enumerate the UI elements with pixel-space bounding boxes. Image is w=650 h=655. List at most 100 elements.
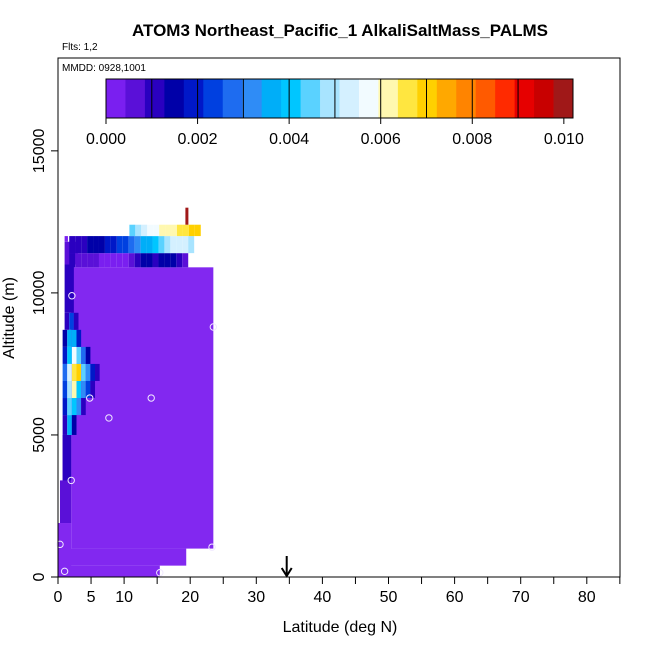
- x-tick-label: 0: [54, 589, 63, 606]
- colorbar-swatch: [495, 79, 516, 118]
- colorbar: 0.000 0.002 0.004 0.006 0.008 0.010: [86, 78, 584, 148]
- heatmap-band-cell-top: [153, 224, 160, 237]
- heatmap-cell: [81, 363, 86, 381]
- sample-point: [68, 292, 76, 300]
- heatmap-cell: [64, 236, 68, 242]
- heatmap-band-cell-top: [194, 224, 201, 237]
- heatmap-block-low-strip: [58, 565, 160, 577]
- heatmap-cell: [62, 346, 68, 364]
- heatmap-cell: [76, 363, 82, 381]
- colorbar-tick-label: 0.010: [544, 131, 584, 148]
- colorbar-swatch: [320, 79, 340, 118]
- heatmap-band-cell-lower: [134, 253, 141, 268]
- x-axis: 0 5 10 20 30 40 50 60 70 80: [54, 577, 621, 606]
- heatmap-band-cell-top: [171, 224, 177, 237]
- plot-frame: [57, 57, 621, 578]
- heatmap-cell: [73, 312, 79, 330]
- heatmap-band-cell-upper: [75, 236, 82, 254]
- x-tick-label: 30: [247, 589, 265, 606]
- colorbar-tick-label: 0.008: [452, 131, 492, 148]
- heatmap-band-cell-lower: [81, 253, 88, 268]
- colorbar-tick-label: 0.002: [178, 131, 218, 148]
- heatmap-cell: [69, 312, 74, 330]
- heatmap-band-cell-lower: [182, 253, 189, 268]
- colorbar-swatch: [378, 79, 399, 118]
- heatmap-cell: [76, 398, 82, 416]
- colorbar-swatch: [203, 79, 224, 118]
- heatmap-band-cell-upper: [87, 236, 94, 254]
- y-axis: 0 5000 10000 15000: [31, 129, 58, 581]
- heatmap-cell: [95, 363, 100, 381]
- sample-point: [105, 414, 113, 422]
- heatmap-cell: [71, 346, 77, 364]
- colorbar-swatch: [397, 79, 418, 118]
- heatmap-band-cell-upper: [122, 236, 129, 254]
- heatmap-band-cell-lower: [170, 253, 177, 268]
- heatmap-cell: [62, 380, 68, 399]
- colorbar-swatch: [417, 79, 438, 118]
- heatmap-cell: [71, 415, 77, 435]
- heatmap-band-cell-lower: [122, 253, 129, 268]
- colorbar-tick-label: 0.006: [361, 131, 401, 148]
- heatmap-band-cell-top: [129, 224, 136, 237]
- heatmap-band-cell-upper: [93, 236, 99, 254]
- heatmap-cell: [81, 380, 86, 399]
- colorbar-swatch: [106, 79, 126, 118]
- heatmap-cell: [76, 346, 82, 364]
- colorbar-swatch: [144, 79, 165, 118]
- x-tick-label: 50: [380, 589, 398, 606]
- heatmap-cell: [67, 415, 72, 435]
- heatmap-band-cell-top: [135, 224, 142, 237]
- colorbar-swatch: [242, 79, 263, 118]
- sample-point: [56, 540, 64, 549]
- colorbar-swatch: [456, 79, 477, 118]
- heatmap-band-cell-upper: [81, 236, 88, 254]
- sample-point: [156, 569, 164, 577]
- heatmap-band-cell-lower: [158, 253, 165, 268]
- heatmap-band-cell-upper: [98, 236, 105, 254]
- heatmap-column: [59, 480, 72, 524]
- heatmap-band-cell-lower: [140, 253, 147, 268]
- heatmap-band-cell-upper: [170, 236, 177, 254]
- heatmap-band-cell-top: [165, 224, 172, 237]
- heatmap-cell: [62, 363, 68, 381]
- heatmap-band-cell-lower: [104, 253, 111, 268]
- heatmap-band-cell-upper: [104, 236, 111, 254]
- x-tick-label: 10: [115, 589, 133, 606]
- heatmap-band-cell-upper: [158, 236, 165, 254]
- heatmap-cell: [85, 346, 91, 364]
- heatmap-band-cell-upper: [188, 236, 195, 254]
- heatmap-band-cell-upper: [164, 236, 171, 254]
- heatmap-cell: [67, 329, 72, 347]
- heatmap-band-cell-top: [176, 224, 183, 237]
- heatmap-band-cell-upper: [134, 236, 141, 254]
- x-tick-label: 40: [314, 589, 332, 606]
- colorbar-tick-label: 0.000: [86, 131, 126, 148]
- heatmap-cell: [71, 329, 77, 347]
- heatmap-band-cell-upper: [146, 236, 153, 254]
- heatmap-band-cell-upper: [69, 236, 76, 254]
- heatmap-cell: [71, 398, 77, 416]
- colorbar-tick-label: 0.004: [269, 131, 309, 148]
- heatmap-band-cell-lower: [110, 253, 117, 268]
- sample-point: [86, 394, 94, 402]
- heatmap-band-cell-lower: [69, 253, 76, 268]
- colorbar-swatch: [436, 79, 457, 118]
- heatmap-cell: [62, 434, 72, 481]
- heatmap-band-cell-upper: [152, 236, 159, 254]
- heatmap-cell: [67, 346, 72, 364]
- heatmap-cell: [85, 380, 91, 399]
- colorbar-swatch: [281, 79, 301, 118]
- arrow-head: [280, 567, 293, 578]
- colorbar-swatch: [339, 79, 360, 118]
- colorbar-swatch: [553, 79, 574, 118]
- heatmap-cell: [62, 329, 68, 347]
- colorbar-swatch: [164, 79, 185, 118]
- colorbar-swatch: [261, 79, 282, 118]
- heatmap-block-main: [71, 267, 214, 549]
- heatmap-band-cell-top: [159, 224, 166, 237]
- heatmap-cell: [67, 398, 72, 416]
- sample-points: [56, 292, 218, 577]
- heatmap-cell: [76, 380, 82, 399]
- y-tick-label: 0: [31, 572, 48, 581]
